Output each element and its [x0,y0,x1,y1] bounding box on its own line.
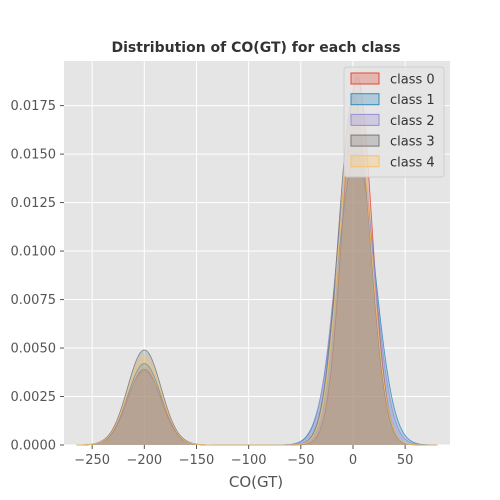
y-axis-ticks: 0.0000 0.0025 0.0050 0.0075 0.0100 0.0125 0.01… [11,99,64,454]
y-tick-label: 0.0025 [11,390,57,405]
y-tick-label: 0.0075 [11,293,57,308]
legend-label: class 4 [390,155,435,170]
legend-label: class 3 [390,135,435,150]
legend-swatch [350,72,380,85]
y-tick-label: 0.0100 [11,245,57,260]
density-line [76,105,438,446]
x-tick-label: −50 [287,453,314,468]
x-tick-label: −150 [179,453,215,468]
legend-swatch [350,93,380,106]
chart-title: Distribution of CO(GT) for each class [111,40,400,56]
x-axis-label: CO(GT) [229,473,283,491]
y-tick-label: 0.0150 [11,148,57,163]
legend-label: class 2 [390,114,435,129]
density-area [76,105,438,446]
x-tick-label: −250 [74,453,110,468]
legend-swatch [350,155,380,168]
density-area [76,125,438,445]
y-tick-label: 0.0125 [11,196,57,211]
x-tick-label: −200 [126,453,162,468]
y-tick-label: 0.0000 [11,439,57,454]
legend-label: class 1 [390,93,435,108]
legend-label: class 0 [390,73,435,88]
legend-swatch [350,113,380,126]
density-area [76,95,438,445]
x-tick-label: −100 [231,453,267,468]
density-area [76,154,438,445]
y-tick-label: 0.0175 [11,99,57,114]
x-tick-label: 0 [349,453,357,468]
x-axis-ticks: −250 −200 −150 −100 −50 0 50 [74,445,413,468]
legend-swatch [350,134,380,147]
x-tick-label: 50 [397,453,414,468]
legend: class 0 class 1 class 2 class 3 class 4 [343,66,445,178]
legend-box [343,66,445,178]
y-tick-label: 0.0050 [11,342,57,357]
